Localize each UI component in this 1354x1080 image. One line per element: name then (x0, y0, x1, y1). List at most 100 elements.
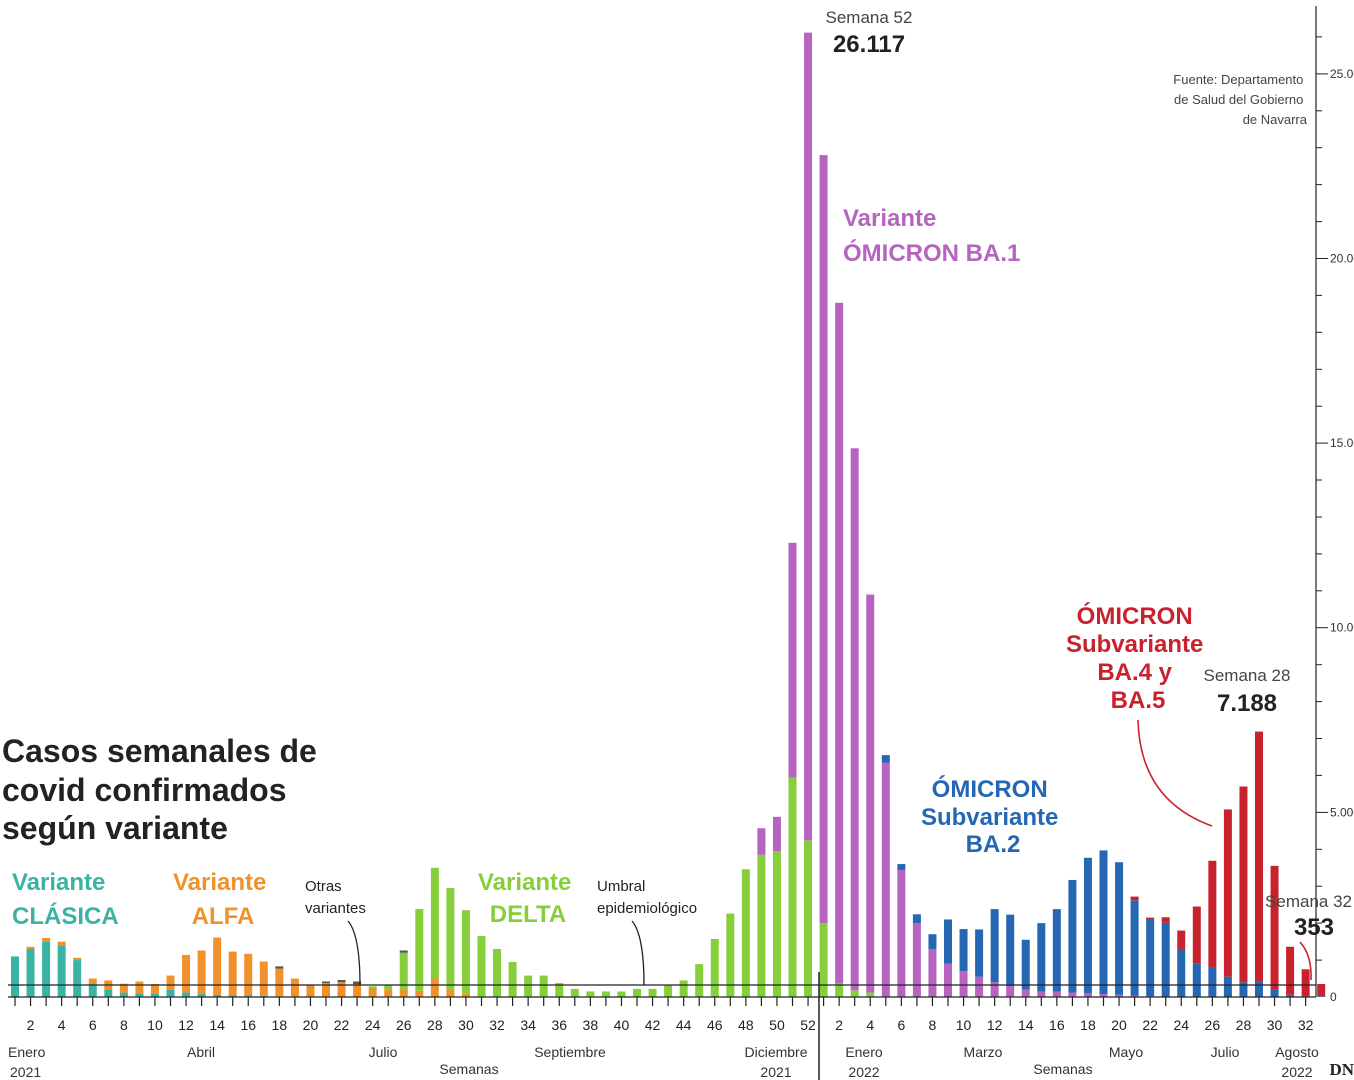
bar-2022-12-ba2 (990, 909, 999, 983)
bar-2022-04-delta (866, 992, 875, 997)
bar-2021-13-alfa (197, 950, 206, 995)
year-2021-end: 2021 (760, 1064, 791, 1080)
bar-2021-29-alfa (446, 989, 455, 997)
bar-2022-09-ba1 (944, 963, 952, 997)
bar-2022-18-ba2 (1083, 857, 1092, 994)
x-tick-label-2021-10: 10 (147, 1017, 163, 1033)
source-line-1: Fuente: Departamento (1173, 72, 1303, 87)
bar-2021-29-delta (446, 888, 455, 990)
bar-2022-15-ba1 (1037, 991, 1046, 997)
bar-2022-02-delta (835, 983, 844, 997)
bar-2022-20-ba1 (1115, 994, 1124, 997)
y-tick-label-10000: 10.000 (1330, 621, 1354, 635)
callout-semana-32-label: Semana 32 (1265, 892, 1352, 911)
label-clasica-line-2: CLÁSICA (12, 902, 119, 930)
bar-2022-22-ba2 (1146, 919, 1155, 997)
bar-2021-28-alfa (430, 978, 439, 997)
bar-2021-28-delta (430, 867, 439, 979)
bar-2022-16-ba1 (1052, 991, 1061, 997)
label-ba45-line-3: BA.4 y (1097, 659, 1172, 686)
label-otras-variantes: Otras variantes (305, 878, 366, 917)
bar-2021-07-clasica (104, 989, 113, 997)
umbral-pointer-line (631, 920, 645, 986)
x-tick-label-2021-16: 16 (240, 1017, 256, 1033)
bar-2021-08-clasica (119, 992, 128, 997)
x-tick-label-2021-38: 38 (583, 1017, 599, 1033)
bar-2022-12-ba1 (990, 982, 999, 997)
bar-2022-07-ba1 (912, 923, 921, 997)
label-ba2-line-2: Subvariante (921, 804, 1058, 831)
bar-2021-11-alfa (166, 975, 175, 990)
chart-title-line-1: Casos semanales de (2, 733, 317, 769)
y-tick-label-0: 0 (1330, 990, 1337, 1004)
x-tick-label-2022-2: 2 (835, 1017, 843, 1033)
source-line-2: de Salud del Gobierno (1174, 92, 1303, 107)
year-2022-start: 2022 (848, 1064, 879, 1080)
source-line-3: de Navarra (1243, 112, 1308, 127)
bar-2022-09-ba2 (944, 919, 952, 964)
x-tick-label-2021-2: 2 (27, 1017, 35, 1033)
label-umbral: Umbral epidemiológico (597, 878, 697, 917)
bar-2022-05-ba1 (881, 762, 890, 997)
bar-undefined-ba45 (1317, 983, 1326, 997)
bar-2021-21-alfa (322, 982, 330, 997)
label-otras-line-2: variantes (305, 900, 366, 917)
bar-2022-28-ba2 (1239, 982, 1248, 997)
callout-semana-52-label: Semana 52 (826, 8, 913, 27)
bar-2021-52-ba1 (804, 32, 813, 841)
bar-2022-08-ba1 (928, 949, 937, 997)
bar-2021-05-alfa (73, 957, 82, 961)
x-tick-label-2021-20: 20 (303, 1017, 319, 1033)
x-tick-label-2021-8: 8 (120, 1017, 128, 1033)
x-tick-label-2021-52: 52 (800, 1017, 816, 1033)
bar-2021-37-delta (570, 988, 579, 997)
bar-2021-46-delta (710, 939, 719, 997)
bar-2021-23-otras (353, 981, 362, 985)
bar-2022-05-ba2 (881, 755, 890, 763)
label-omicron-ba1: Variante ÓMICRON BA.1 (843, 205, 1020, 267)
x-tick-label-2022-28: 28 (1236, 1017, 1252, 1033)
x-tick-label-2021-50: 50 (769, 1017, 785, 1033)
bar-2022-25-ba45 (1192, 906, 1201, 964)
callout-semana-28-label: Semana 28 (1204, 666, 1291, 685)
label-ba1-line-2: ÓMICRON BA.1 (843, 239, 1020, 267)
bar-2022-27-ba2 (1223, 976, 1232, 997)
month-enero-2022: Enero (845, 1044, 883, 1060)
bar-2021-22-alfa (337, 982, 346, 997)
bar-2022-06-ba2 (897, 864, 906, 870)
bar-2021-26-otras (399, 950, 408, 953)
bar-2021-03-clasica (42, 941, 51, 997)
x-tick-label-2021-18: 18 (272, 1017, 288, 1033)
bar-2022-13-ba1 (1006, 985, 1015, 997)
label-umbral-line-2: epidemiológico (597, 900, 697, 917)
y-tick-label-15000: 15.000 (1330, 436, 1354, 450)
bar-2021-10-alfa (150, 984, 159, 994)
label-delta-line-1: Variante (478, 869, 571, 896)
bar-2022-11-ba1 (975, 976, 984, 997)
dn-logo: DN (1329, 1060, 1354, 1079)
label-clasica-line-1: Variante (12, 869, 105, 896)
y-tick-label-5000: 5.000 (1330, 805, 1354, 819)
bar-2021-12-alfa (182, 954, 191, 993)
label-alfa-line-1: Variante (173, 869, 266, 896)
x-tick-label-2022-8: 8 (929, 1017, 937, 1033)
bar-2021-24-alfa (368, 988, 377, 997)
x-tick-label-2021-22: 22 (334, 1017, 350, 1033)
semana-32-pointer-line (1299, 941, 1312, 981)
x-tick-label-2022-10: 10 (956, 1017, 972, 1033)
bar-2021-42-delta (648, 988, 657, 997)
bar-2021-49-delta (757, 854, 766, 997)
bar-2022-13-ba2 (1006, 914, 1015, 986)
y-tick-label-25000: 25.000 (1330, 67, 1354, 81)
x-tick-label-2021-12: 12 (178, 1017, 194, 1033)
callout-semana-28-value: 7.188 (1217, 690, 1277, 717)
bar-2021-23-alfa (353, 984, 362, 997)
bar-2021-10-clasica (150, 993, 159, 997)
bar-2022-01-ba1 (819, 155, 828, 924)
bar-2021-26-delta (399, 952, 408, 990)
source-note: Fuente: Departamento de Salud del Gobier… (1173, 72, 1307, 127)
month-mayo: Mayo (1109, 1044, 1143, 1060)
bar-2021-49-ba1 (757, 828, 766, 855)
bar-2022-24-ba2 (1177, 949, 1186, 997)
bar-2021-11-clasica (166, 989, 175, 997)
